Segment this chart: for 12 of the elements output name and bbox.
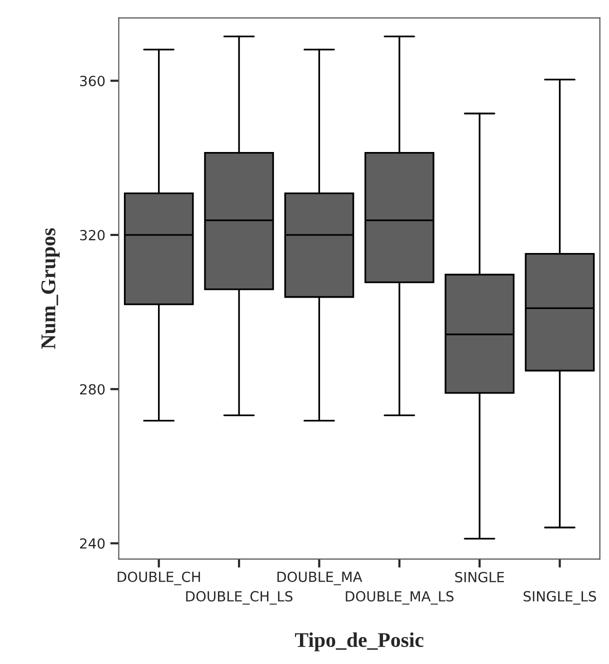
y-tick-label: 240 bbox=[80, 538, 105, 549]
x-tick-label: DOUBLE_MA_LS bbox=[346, 591, 454, 605]
y-tick-label: 280 bbox=[80, 384, 105, 395]
x-tick-label: SINGLE_LS bbox=[524, 591, 596, 605]
x-tick-label: DOUBLE_MA bbox=[277, 572, 362, 586]
y-tick-label: 360 bbox=[80, 76, 105, 86]
y-axis-title: Num_Grupos bbox=[41, 228, 60, 349]
x-tick-label: DOUBLE_CH_LS bbox=[186, 591, 292, 605]
x-tick-label: SINGLE bbox=[455, 572, 504, 582]
x-axis-title: Tipo_de_Posic bbox=[295, 632, 424, 652]
x-tick-label: DOUBLE_CH bbox=[118, 572, 200, 586]
y-tick-label: 320 bbox=[80, 230, 105, 240]
